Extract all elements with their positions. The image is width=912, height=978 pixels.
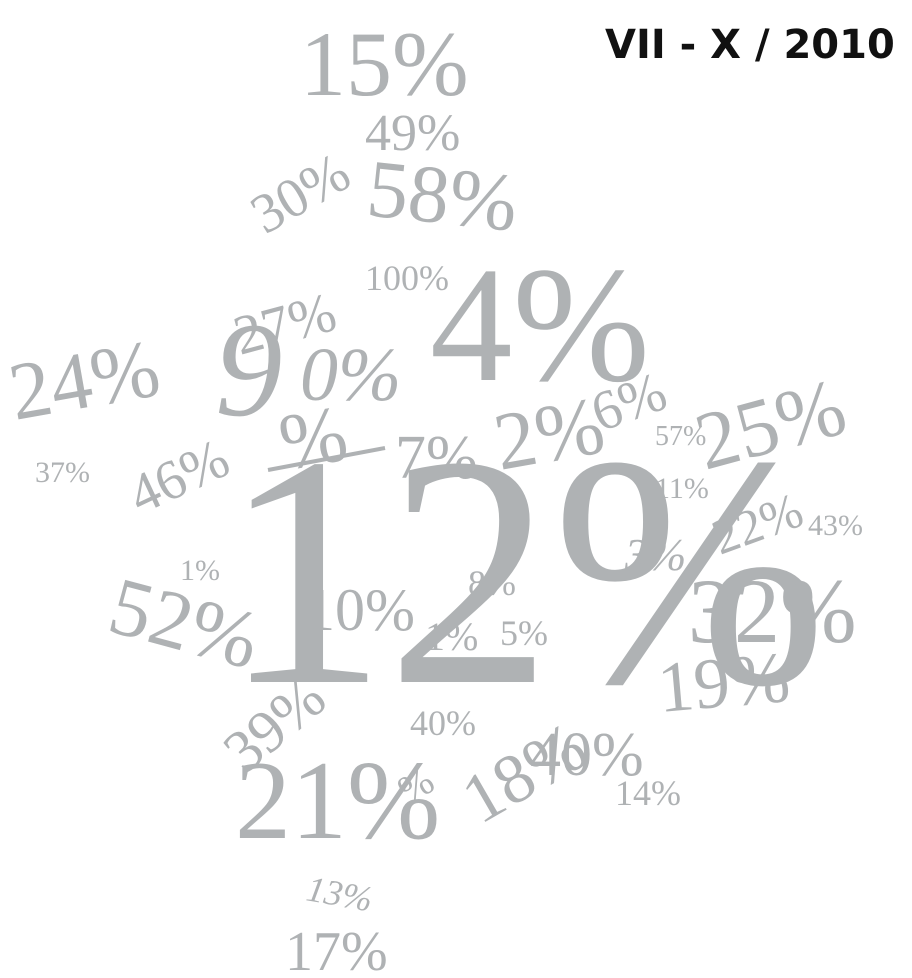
figure: 11%	[655, 472, 709, 505]
figure: 1%	[180, 554, 220, 587]
divider	[267, 446, 386, 472]
figure: 43%	[808, 509, 863, 542]
figure: 40%	[410, 703, 476, 743]
figure: 37%	[35, 456, 90, 489]
figure: %	[273, 389, 354, 487]
figure: 32%	[688, 560, 857, 662]
figure: 15%	[300, 13, 469, 115]
figure: 14%	[615, 773, 681, 813]
title: VII - X / 2010	[605, 22, 895, 68]
figure: 3%	[624, 529, 686, 580]
figure: 2%	[487, 379, 610, 488]
figure: 12%	[222, 389, 827, 754]
figure: 24%	[2, 322, 166, 438]
figure: 40%	[530, 721, 644, 789]
figure: 100%	[365, 258, 449, 298]
figure: 10%	[305, 577, 415, 643]
figure: 9	[215, 296, 283, 445]
figure: 17%	[285, 921, 388, 978]
figure: 58%	[363, 142, 522, 248]
figure: 49%	[365, 105, 460, 162]
figure: 21%	[235, 739, 440, 863]
figure: 19%	[654, 637, 792, 728]
figure: 0%	[300, 333, 401, 417]
figure: 13%	[304, 868, 376, 919]
figure: 8%	[468, 563, 516, 603]
figure: 7%	[395, 424, 478, 492]
figures: 15% 49% 30% 58% 100% 4% 27% 24% 9 0% % 7…	[2, 13, 863, 978]
figure: 4%	[430, 233, 650, 416]
figure: 1%	[425, 614, 478, 659]
figure: 30%	[241, 141, 361, 246]
figure: 5%	[500, 613, 548, 653]
figure: 57%	[655, 421, 706, 452]
